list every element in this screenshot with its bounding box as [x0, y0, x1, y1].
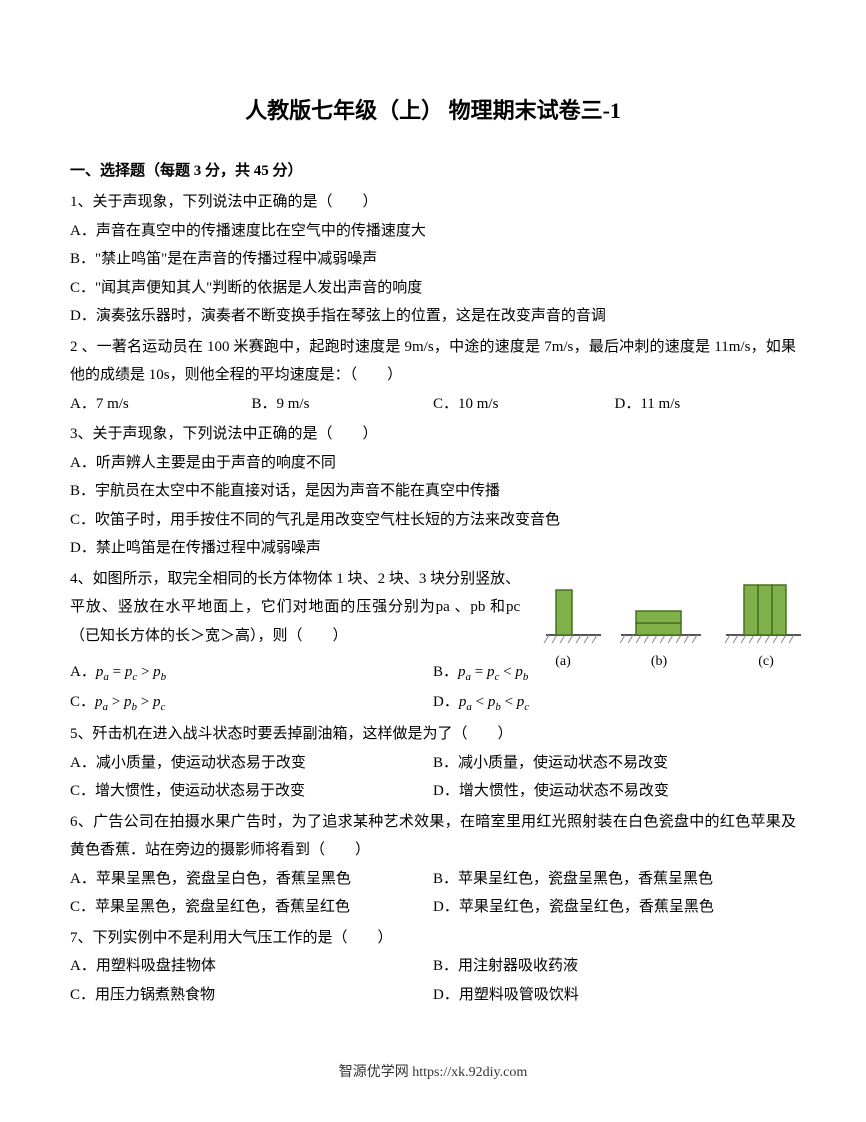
page-title: 人教版七年级（上） 物理期末试卷三-1 [70, 90, 796, 132]
question-1: 1、关于声现象，下列说法中正确的是（ ） A．声音在真空中的传播速度比在空气中的… [70, 188, 796, 331]
q6-opt-b: B．苹果呈红色，瓷盘呈黑色，香蕉呈黑色 [433, 865, 796, 894]
q7-opt-c: C．用压力锅煮熟食物 [70, 981, 433, 1010]
q7-opt-b: B．用注射器吸收药液 [433, 952, 796, 981]
svg-text:(c): (c) [758, 654, 774, 669]
q3-stem: 3、关于声现象，下列说法中正确的是（ ） [70, 420, 796, 449]
q4-opt-c: C．pa > pb > pc [70, 688, 433, 718]
q3-opt-c: C．吹笛子时，用手按住不同的气孔是用改变空气柱长短的方法来改变音色 [70, 506, 796, 535]
question-3: 3、关于声现象，下列说法中正确的是（ ） A．听声辨人主要是由于声音的响度不同 … [70, 420, 796, 563]
section-header: 一、选择题（每题 3 分，共 45 分） [70, 157, 796, 186]
q6-opt-d: D．苹果呈红色，瓷盘呈红色，香蕉呈黑色 [433, 893, 796, 922]
q5-opt-d: D．增大惯性，使运动状态不易改变 [433, 777, 796, 806]
q3-opt-a: A．听声辨人主要是由于声音的响度不同 [70, 449, 796, 478]
q7-opt-a: A．用塑料吸盘挂物体 [70, 952, 433, 981]
svg-text:(a): (a) [555, 654, 571, 669]
q7-opt-d: D．用塑料吸管吸饮料 [433, 981, 796, 1010]
q1-opt-c: C．"闻其声便知其人"判断的依据是人发出声音的响度 [70, 274, 796, 303]
question-6: 6、广告公司在拍摄水果广告时，为了追求某种艺术效果，在暗室里用红光照射装在白色瓷… [70, 808, 796, 922]
q5-opt-b: B．减小质量，使运动状态不易改变 [433, 749, 796, 778]
q2-opt-c: C．10 m/s [433, 390, 615, 419]
question-2: 2 、一著名运动员在 100 米赛跑中，起跑时速度是 9m/s，中途的速度是 7… [70, 333, 796, 419]
q3-opt-d: D．禁止鸣笛是在传播过程中减弱噪声 [70, 534, 796, 563]
q2-stem: 2 、一著名运动员在 100 米赛跑中，起跑时速度是 9m/s，中途的速度是 7… [70, 333, 796, 390]
q5-opt-a: A．减小质量，使运动状态易于改变 [70, 749, 433, 778]
q4-opt-d: D．pa < pb < pc [433, 688, 796, 718]
q4-opt-a: A．pa = pc > pb [70, 658, 433, 688]
q3-opt-b: B．宇航员在太空中不能直接对话，是因为声音不能在真空中传播 [70, 477, 796, 506]
q2-opt-d: D．11 m/s [615, 390, 797, 419]
q6-opt-a: A．苹果呈黑色，瓷盘呈白色，香蕉呈黑色 [70, 865, 433, 894]
q1-opt-d: D．演奏弦乐器时，演奏者不断变换手指在琴弦上的位置，这是在改变声音的音调 [70, 302, 796, 331]
q2-opt-a: A．7 m/s [70, 390, 252, 419]
block-diagram: (a) (b) (c) [541, 565, 811, 680]
q2-opt-b: B．9 m/s [252, 390, 434, 419]
question-5: 5、歼击机在进入战斗状态时要丢掉副油箱，这样做是为了（ ） A．减小质量，使运动… [70, 720, 796, 806]
q6-stem: 6、广告公司在拍摄水果广告时，为了追求某种艺术效果，在暗室里用红光照射装在白色瓷… [70, 808, 796, 865]
svg-text:(b): (b) [651, 654, 668, 669]
question-7: 7、下列实例中不是利用大气压工作的是（ ） A．用塑料吸盘挂物体 B．用注射器吸… [70, 924, 796, 1010]
q6-opt-c: C．苹果呈黑色，瓷盘呈红色，香蕉呈红色 [70, 893, 433, 922]
page-footer: 智源优学网 https://xk.92diy.com [0, 1060, 866, 1087]
q1-opt-a: A．声音在真空中的传播速度比在空气中的传播速度大 [70, 217, 796, 246]
q1-stem: 1、关于声现象，下列说法中正确的是（ ） [70, 188, 796, 217]
question-4: 4、如图所示，取完全相同的长方体物体 1 块、2 块、3 块分别竖放、平放、竖放… [70, 565, 796, 718]
q7-stem: 7、下列实例中不是利用大气压工作的是（ ） [70, 924, 796, 953]
q5-stem: 5、歼击机在进入战斗状态时要丢掉副油箱，这样做是为了（ ） [70, 720, 796, 749]
q1-opt-b: B．"禁止鸣笛"是在声音的传播过程中减弱噪声 [70, 245, 796, 274]
q5-opt-c: C．增大惯性，使运动状态易于改变 [70, 777, 433, 806]
q4-stem: 4、如图所示，取完全相同的长方体物体 1 块、2 块、3 块分别竖放、平放、竖放… [70, 565, 520, 651]
